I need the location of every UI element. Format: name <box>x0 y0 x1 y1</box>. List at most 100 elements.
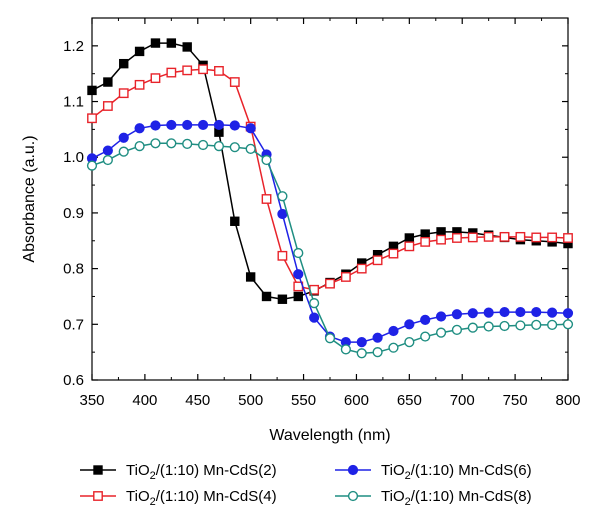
data-point <box>197 119 209 131</box>
data-point <box>102 154 113 166</box>
data-point <box>563 233 573 243</box>
x-tick-label: 450 <box>185 392 210 409</box>
data-point <box>118 88 129 99</box>
data-point <box>214 66 224 76</box>
series-line <box>91 68 569 291</box>
legend-label-rest: /(1:10) Mn-CdS(4) <box>156 488 277 505</box>
data-point <box>404 233 415 243</box>
data-point <box>150 38 161 48</box>
data-point <box>531 232 542 243</box>
x-tick-label: 650 <box>397 392 422 409</box>
data-point <box>404 319 415 330</box>
data-point <box>166 38 177 48</box>
data-point <box>229 77 240 87</box>
data-point <box>356 263 367 274</box>
data-point <box>150 120 161 131</box>
data-point <box>435 327 447 338</box>
data-point <box>277 294 288 304</box>
data-point <box>435 311 447 322</box>
data-point <box>452 233 462 243</box>
data-point <box>531 306 542 318</box>
data-point <box>118 146 129 157</box>
y-tick-label: 1.1 <box>63 94 84 111</box>
y-axis-title: Absorbance (a.u.) <box>21 135 38 262</box>
legend-label: TiO2/(1:10) Mn-CdS(6) <box>381 462 532 482</box>
legend-item-4: TiO2/(1:10) Mn-CdS(8) <box>335 488 532 508</box>
series-line <box>91 124 569 343</box>
data-point <box>483 307 494 318</box>
data-point <box>277 250 288 261</box>
data-point <box>404 337 415 348</box>
data-point <box>356 337 367 348</box>
data-point <box>388 248 399 259</box>
data-point <box>261 154 272 166</box>
data-point <box>277 208 288 220</box>
legend-marker <box>93 491 103 501</box>
data-point <box>293 291 303 302</box>
data-point <box>87 113 97 124</box>
legend-label-main: TiO <box>126 488 150 505</box>
data-point <box>87 85 97 96</box>
series-2 <box>87 64 573 295</box>
x-tick-label: 600 <box>344 392 369 409</box>
x-tick-label: 350 <box>79 392 104 409</box>
data-point <box>309 312 320 323</box>
data-point <box>340 344 351 355</box>
data-point <box>166 138 177 149</box>
legend-label-main: TiO <box>126 462 150 479</box>
data-point <box>499 306 510 318</box>
data-point <box>499 231 510 242</box>
data-point <box>182 119 193 131</box>
legend-label-subscript: 2 <box>150 496 156 508</box>
data-point <box>213 119 225 131</box>
data-point <box>134 46 145 57</box>
legend-item-2: TiO2/(1:10) Mn-CdS(4) <box>80 488 277 508</box>
x-tick-label: 550 <box>291 392 316 409</box>
data-point <box>562 308 574 319</box>
data-point <box>103 77 113 87</box>
data-point <box>451 309 463 320</box>
legend-label: TiO2/(1:10) Mn-CdS(8) <box>381 488 532 508</box>
data-point <box>229 142 240 153</box>
data-point <box>230 216 240 226</box>
data-point <box>483 321 494 332</box>
data-point <box>134 140 145 152</box>
legend-label-main: TiO <box>381 488 405 505</box>
data-point <box>213 140 225 152</box>
data-point <box>436 234 446 245</box>
x-tick-label: 700 <box>450 392 475 409</box>
data-point <box>150 73 161 84</box>
y-axis: 0.6 0.7 0.8 0.9 1.0 1.1 1.2 <box>63 38 568 389</box>
data-point <box>404 241 415 252</box>
data-point <box>467 232 478 243</box>
data-point <box>166 119 177 131</box>
data-point <box>547 307 558 318</box>
legend-marker <box>347 490 359 502</box>
x-tick-label: 500 <box>238 392 263 409</box>
data-point <box>499 320 510 332</box>
data-point <box>324 333 336 344</box>
data-point <box>467 308 478 319</box>
data-point <box>547 319 558 330</box>
data-point <box>293 269 304 280</box>
data-point <box>198 64 208 75</box>
legend-label-rest: /(1:10) Mn-CdS(8) <box>411 488 532 505</box>
data-point <box>420 314 431 325</box>
data-point <box>197 139 209 151</box>
data-point <box>515 231 526 242</box>
data-point <box>515 320 526 331</box>
data-point <box>277 191 288 202</box>
data-point <box>562 319 574 330</box>
data-point <box>515 306 526 318</box>
data-point <box>372 332 383 343</box>
data-point <box>309 298 320 309</box>
data-point <box>356 348 367 359</box>
series-3 <box>86 119 574 348</box>
data-point <box>467 322 478 333</box>
data-point <box>166 67 177 78</box>
legend-label-rest: /(1:10) Mn-CdS(6) <box>411 462 532 479</box>
x-axis-title: Wavelength (nm) <box>269 427 390 444</box>
data-point <box>293 247 304 259</box>
data-point <box>388 342 399 353</box>
